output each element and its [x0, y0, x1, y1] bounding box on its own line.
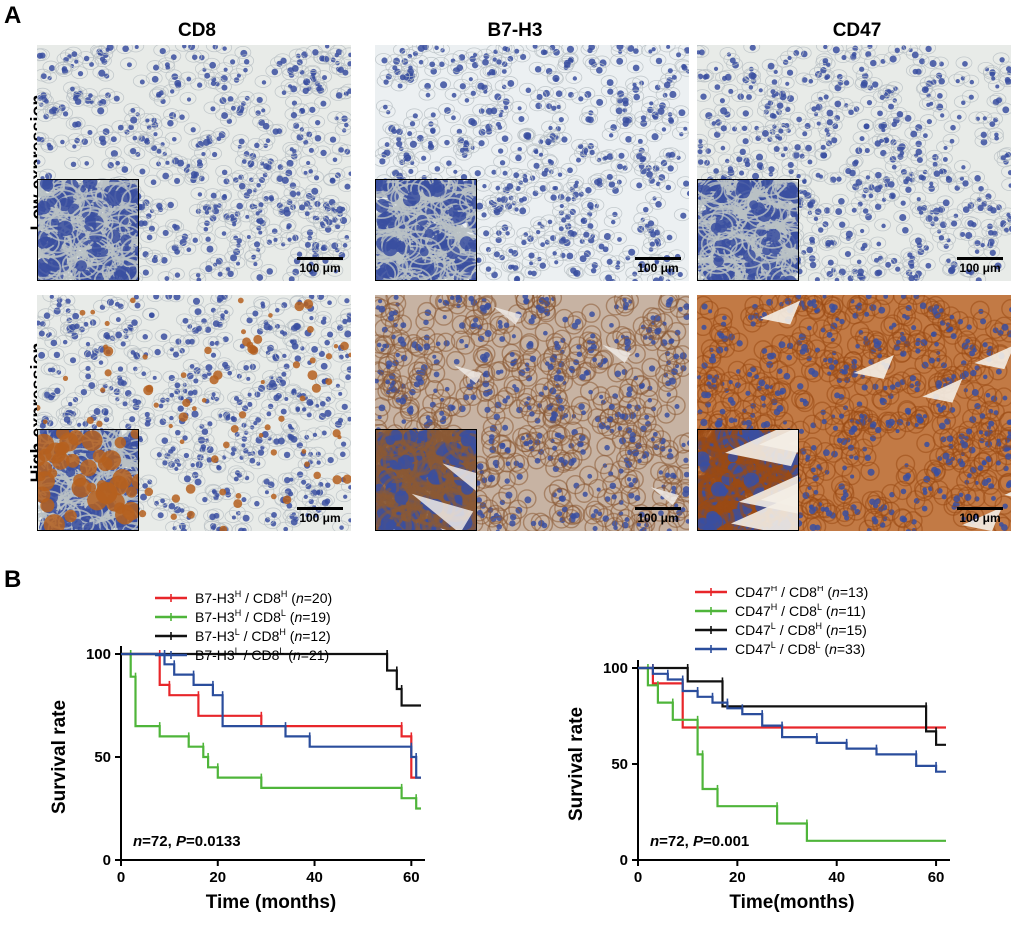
scale-bar-line	[635, 257, 681, 260]
scale-bar: 100 μm	[635, 507, 681, 525]
scale-bar: 100 μm	[297, 507, 343, 525]
scale-bar-label: 100 μm	[957, 511, 1003, 525]
y-tick-label: 0	[103, 852, 111, 869]
x-axis-label: Time (months)	[206, 892, 337, 913]
statistics-annotation: n=72, P=0.001	[650, 833, 749, 850]
magnified-inset	[37, 429, 139, 531]
y-axis-label: Survival rate	[49, 700, 70, 814]
x-tick-label: 60	[928, 869, 945, 886]
survival-curve-1	[121, 654, 421, 778]
micrograph-b7-high: 100 μm	[375, 295, 689, 531]
magnified-inset	[375, 429, 477, 531]
y-tick-label: 100	[86, 646, 111, 663]
micrograph-cd47-low: 100 μm	[697, 45, 1011, 281]
y-tick-label: 50	[611, 756, 628, 773]
legend-entry-2: B7-H3H / CD8L (n=19)	[195, 608, 331, 625]
magnified-inset	[697, 179, 799, 281]
legend-entry-3: CD47L / CD8H (n=15)	[735, 621, 867, 638]
scale-bar-line	[957, 257, 1003, 260]
survival-chart-cd47-cd8: 0 20 40 60 0 50 100 Time(months) Survival rate n=…	[545, 586, 965, 921]
statistics-annotation: n=72, P=0.0133	[133, 833, 241, 850]
scale-bar: 100 μm	[635, 257, 681, 275]
y-axis-label: Survival rate	[566, 707, 587, 821]
survival-chart-svg-cd47: 0 20 40 60 0 50 100 Time(months) Survival rate n=…	[545, 586, 965, 921]
x-tick-label: 40	[828, 869, 845, 886]
column-heading-cd8: CD8	[37, 20, 357, 42]
legend-entry-3: B7-H3L / CD8H (n=12)	[195, 627, 331, 644]
y-tick-label: 50	[94, 749, 111, 766]
micrograph-b7-low: 100 μm	[375, 45, 689, 281]
column-heading-b7h3: B7-H3	[355, 20, 675, 42]
micrograph-cd8-low: 100 μm	[37, 45, 351, 281]
scale-bar-line	[297, 257, 343, 260]
legend-entry-4: B7-H3L / CD8L (n=21)	[195, 646, 329, 663]
magnified-inset	[375, 179, 477, 281]
scale-bar-label: 100 μm	[297, 261, 343, 275]
scale-bar: 100 μm	[957, 257, 1003, 275]
y-tick-label: 0	[620, 852, 628, 869]
x-tick-label: 40	[306, 869, 323, 886]
survival-curve-4	[121, 654, 421, 778]
survival-curve-2	[121, 654, 421, 809]
scale-bar: 100 μm	[297, 257, 343, 275]
micrograph-cd8-high: 100 μm	[37, 295, 351, 531]
scale-bar-line	[957, 507, 1003, 510]
micrograph-cd47-high: 100 μm	[697, 295, 1011, 531]
survival-chart-b7h3-cd8: 0 20 40 60 0 50 100 Time (months) Survival rate n…	[30, 586, 450, 921]
column-heading-cd47: CD47	[697, 20, 1017, 42]
survival-curve-3	[638, 668, 946, 745]
scale-bar-line	[635, 507, 681, 510]
x-axis-label: Time(months)	[729, 892, 854, 913]
scale-bar-label: 100 μm	[297, 511, 343, 525]
legend-entry-4: CD47L / CD8L (n=33)	[735, 640, 865, 657]
scale-bar: 100 μm	[957, 507, 1003, 525]
x-tick-label: 60	[403, 869, 420, 886]
x-tick-label: 0	[634, 869, 642, 886]
x-tick-label: 20	[729, 869, 746, 886]
legend-entry-1: CD47H / CD8H (n=13)	[735, 586, 868, 600]
survival-curve-1	[638, 668, 946, 728]
x-tick-label: 20	[209, 869, 226, 886]
scale-bar-label: 100 μm	[635, 511, 681, 525]
scale-bar-line	[297, 507, 343, 510]
magnified-inset	[37, 179, 139, 281]
scale-bar-label: 100 μm	[635, 261, 681, 275]
legend-entry-2: CD47H / CD8L (n=11)	[735, 602, 866, 619]
survival-chart-svg-b7h3: 0 20 40 60 0 50 100 Time (months) Survival rate n…	[30, 586, 450, 921]
panel-b-letter: B	[4, 566, 21, 594]
panel-a-letter: A	[4, 2, 21, 30]
magnified-inset	[697, 429, 799, 531]
y-tick-label: 100	[603, 660, 628, 677]
legend-entry-1: B7-H3H / CD8H (n=20)	[195, 589, 332, 606]
scale-bar-label: 100 μm	[957, 261, 1003, 275]
x-tick-label: 0	[117, 869, 125, 886]
